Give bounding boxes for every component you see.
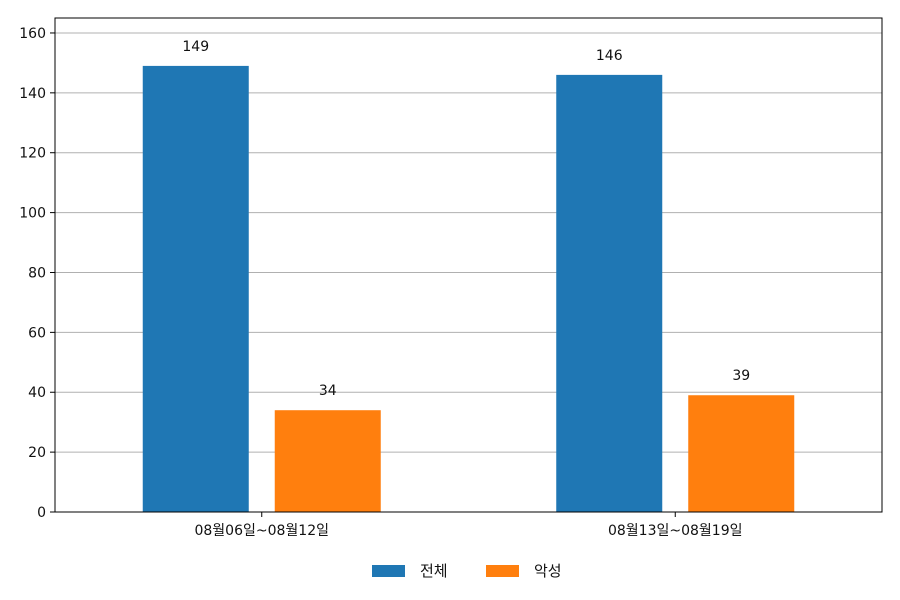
legend-label: 악성 (534, 562, 562, 580)
bar-malicious-2 (688, 395, 795, 512)
bar-total-1 (142, 65, 249, 513)
x-tick-label: 08월13일~08월19일 (608, 523, 743, 539)
data-label: 39 (732, 368, 750, 384)
legend: 전체 악성 (372, 562, 562, 580)
bars-group (142, 65, 795, 513)
y-tick-label: 140 (19, 86, 46, 102)
y-tick-label: 80 (28, 265, 46, 281)
data-label: 149 (182, 39, 209, 55)
legend-label: 전체 (420, 562, 448, 580)
bar-total-2 (556, 74, 663, 512)
y-tick-label: 120 (19, 146, 46, 162)
data-label: 34 (319, 383, 337, 399)
data-label: 146 (596, 48, 623, 64)
legend-swatch (372, 565, 405, 577)
y-axis: 0 20 40 60 80 100 120 140 160 (19, 26, 55, 521)
data-labels-group: 149 34 146 39 (182, 39, 750, 399)
x-axis: 08월06일~08월12일 08월13일~08월19일 (194, 512, 743, 539)
y-tick-label: 100 (19, 206, 46, 222)
x-tick-label: 08월06일~08월12일 (194, 523, 329, 539)
y-tick-label: 60 (28, 325, 46, 341)
plot-frame (54, 17, 883, 513)
y-tick-label: 20 (28, 445, 46, 461)
y-tick-label: 0 (37, 505, 46, 521)
y-tick-label: 40 (28, 385, 46, 401)
legend-swatch (486, 565, 519, 577)
y-tick-label: 160 (19, 26, 46, 42)
bar-malicious-1 (274, 410, 381, 512)
